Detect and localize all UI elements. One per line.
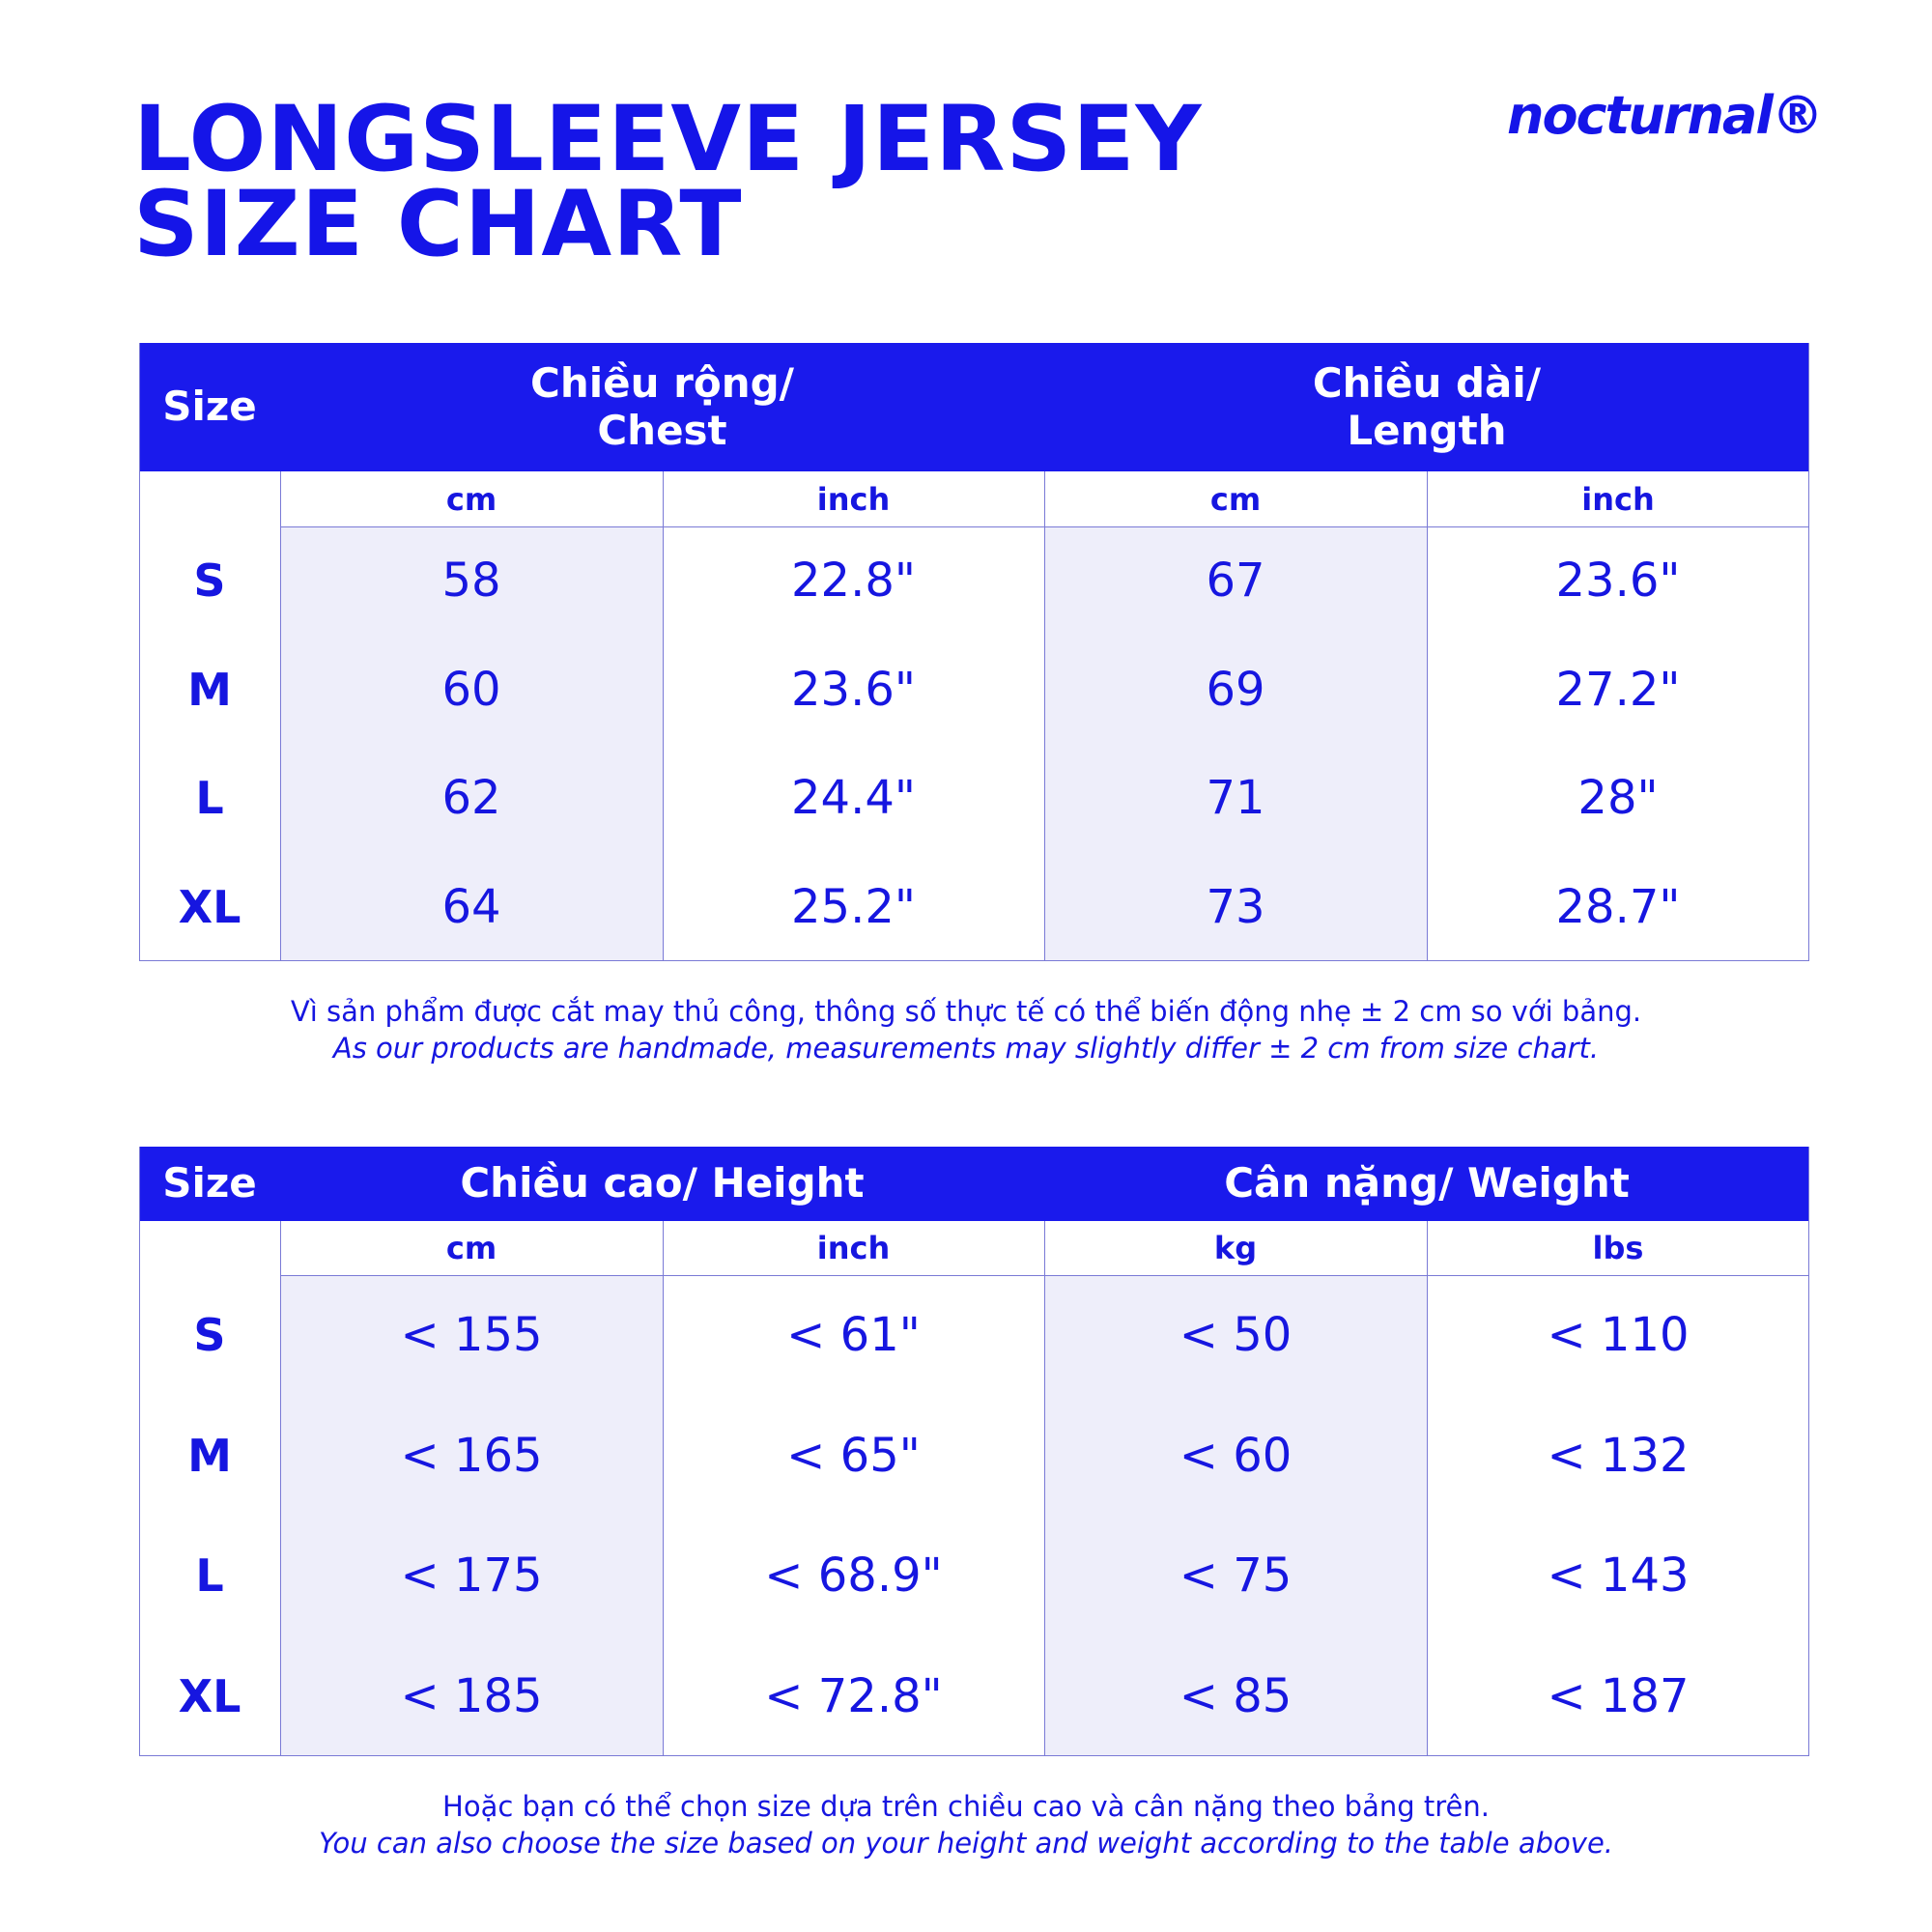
value-cell: 28" <box>1577 771 1659 826</box>
column-header: Chiều rộng/Chest <box>280 343 1044 471</box>
header-text: Chiều cao/ Height <box>460 1159 865 1208</box>
header-text: Size <box>162 1159 257 1208</box>
size-label: S <box>193 1309 226 1362</box>
value-cell: < 61" <box>786 1308 921 1363</box>
size-label: L <box>195 772 224 825</box>
value-cell: < 155 <box>400 1308 543 1363</box>
value-cell: 58 <box>441 554 501 609</box>
unit-label: lbs <box>1592 1230 1644 1266</box>
title-line: LONGSLEEVE JERSEY <box>133 87 1203 192</box>
value-cell: 23.6" <box>791 662 916 717</box>
border <box>1808 1147 1809 1756</box>
value-cell: 25.2" <box>791 879 916 934</box>
border <box>280 526 1809 527</box>
value-cell: 73 <box>1206 879 1265 934</box>
border <box>1044 1221 1045 1756</box>
unit-label: inch <box>816 480 891 518</box>
unit-label: cm <box>1209 480 1262 518</box>
value-cell: < 85 <box>1179 1668 1293 1723</box>
column-header: Chiều cao/ Height <box>280 1147 1044 1221</box>
value-cell: 24.4" <box>791 771 916 826</box>
border <box>663 1221 664 1756</box>
header-text: Chiều dài/ <box>1312 359 1542 408</box>
value-cell: 62 <box>441 771 501 826</box>
border <box>1427 1221 1428 1756</box>
border <box>139 960 1809 961</box>
header-text: Length <box>1347 406 1507 454</box>
column-header: Size <box>139 1147 280 1221</box>
value-cell: < 50 <box>1179 1308 1293 1363</box>
footnote: Vì sản phẩm được cắt may thủ công, thông… <box>290 995 1642 1028</box>
value-cell: < 68.9" <box>764 1548 943 1604</box>
unit-label: kg <box>1213 1230 1258 1266</box>
title-line: SIZE CHART <box>133 172 743 277</box>
footnote: You can also choose the size based on yo… <box>318 1827 1614 1860</box>
value-cell: < 132 <box>1547 1428 1690 1483</box>
size-label: S <box>193 554 226 608</box>
value-cell: < 165 <box>400 1428 543 1483</box>
unit-label: cm <box>445 480 497 518</box>
unit-label: inch <box>1581 480 1655 518</box>
brand-logo: nocturnal® <box>1507 85 1824 146</box>
value-cell: < 60 <box>1179 1428 1293 1483</box>
border <box>280 1221 281 1756</box>
value-cell: < 187 <box>1547 1668 1690 1723</box>
value-cell: 67 <box>1206 554 1265 609</box>
value-cell: 69 <box>1206 662 1265 717</box>
value-cell: 27.2" <box>1555 662 1681 717</box>
border <box>280 1275 1809 1276</box>
value-cell: < 110 <box>1547 1308 1690 1363</box>
value-cell: < 185 <box>400 1668 543 1723</box>
value-cell: 71 <box>1206 771 1265 826</box>
border <box>139 343 140 961</box>
border <box>139 1755 1809 1756</box>
border <box>1044 471 1045 961</box>
column-shade <box>1044 526 1427 961</box>
border <box>1808 343 1809 961</box>
column-shade <box>1044 1275 1427 1756</box>
value-cell: < 75 <box>1179 1548 1293 1604</box>
column-header: Chiều dài/Length <box>1044 343 1809 471</box>
value-cell: < 143 <box>1547 1548 1690 1604</box>
value-cell: 60 <box>441 662 501 717</box>
border <box>139 1147 140 1756</box>
header-text: Cân nặng/ Weight <box>1224 1159 1630 1208</box>
header-text: Chiều rộng/ <box>530 359 794 408</box>
value-cell: 22.8" <box>791 554 916 609</box>
unit-label: inch <box>816 1230 891 1266</box>
value-cell: 23.6" <box>1555 554 1681 609</box>
size-label: L <box>195 1549 224 1603</box>
value-cell: 64 <box>441 879 501 934</box>
size-label: M <box>187 663 232 716</box>
value-cell: < 65" <box>786 1428 921 1483</box>
header-text: Chest <box>597 406 727 454</box>
footnote: As our products are handmade, measuremen… <box>332 1032 1600 1065</box>
column-header: Size <box>139 343 280 471</box>
column-header: Cân nặng/ Weight <box>1044 1147 1809 1221</box>
size-label: XL <box>178 880 242 933</box>
value-cell: 28.7" <box>1555 879 1681 934</box>
size-label: M <box>187 1429 232 1482</box>
border <box>1427 471 1428 961</box>
value-cell: < 72.8" <box>764 1668 943 1723</box>
column-shade <box>280 1275 663 1756</box>
value-cell: < 175 <box>400 1548 543 1604</box>
size-label: XL <box>178 1669 242 1722</box>
border <box>663 471 664 961</box>
footnote: Hoặc bạn có thể chọn size dựa trên chiều… <box>442 1790 1490 1823</box>
border <box>280 471 281 961</box>
header-text: Size <box>162 383 257 431</box>
unit-label: cm <box>445 1230 497 1266</box>
column-shade <box>280 526 663 961</box>
